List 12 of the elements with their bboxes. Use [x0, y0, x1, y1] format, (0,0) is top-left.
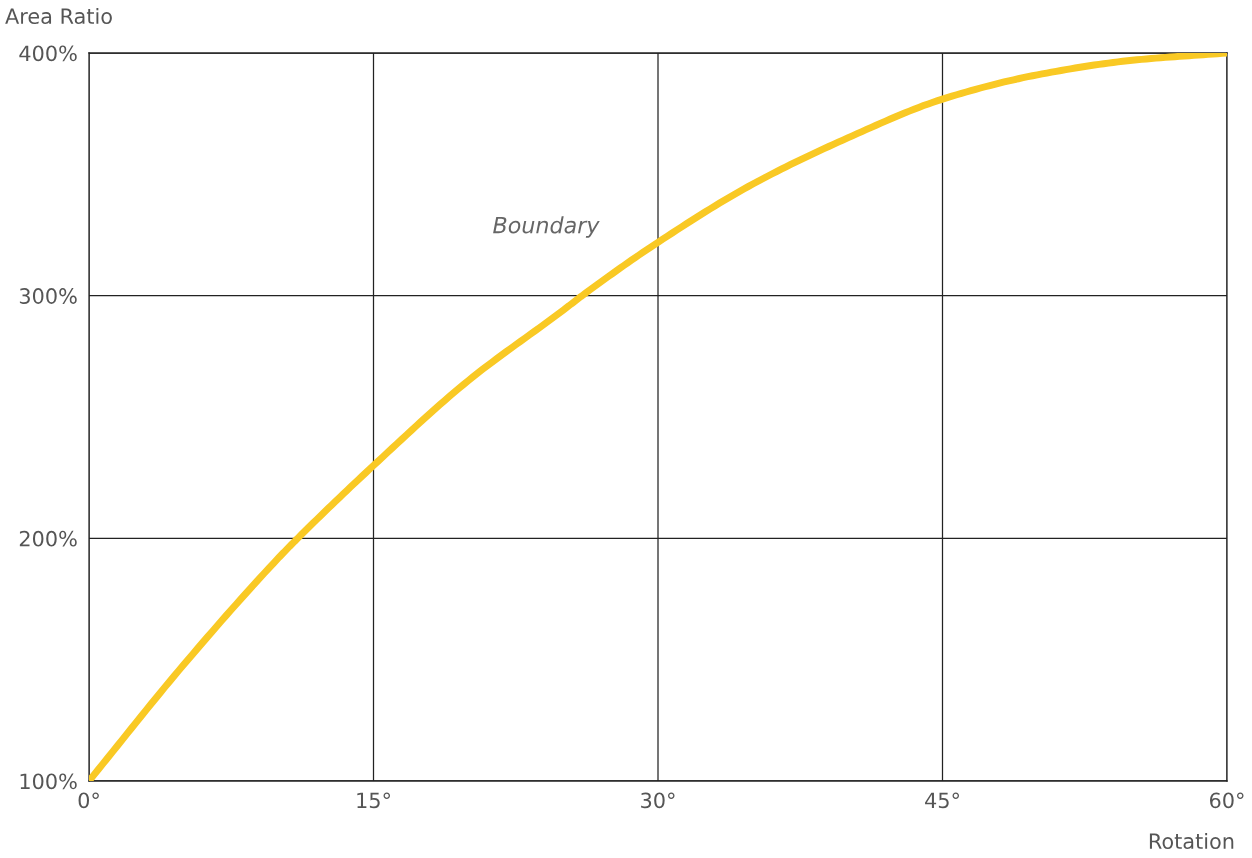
- x-tick-label: 0°: [78, 792, 99, 809]
- y-tick-label: 300%: [19, 288, 77, 304]
- x-axis-title: Rotation: [1149, 832, 1234, 850]
- y-tick-label: 100%: [20, 773, 77, 790]
- y-tick-label: 400%: [19, 45, 77, 62]
- y-tick-label: 200%: [19, 530, 77, 547]
- x-tick-label: 45°: [925, 792, 959, 809]
- x-tick-label: 60°: [1209, 792, 1244, 809]
- x-tick-label: 30°: [641, 792, 675, 809]
- annotation: Boundary: [493, 216, 600, 238]
- x-tick-label: 15°: [357, 792, 390, 809]
- y-axis-title: Area Ratio: [5, 7, 112, 25]
